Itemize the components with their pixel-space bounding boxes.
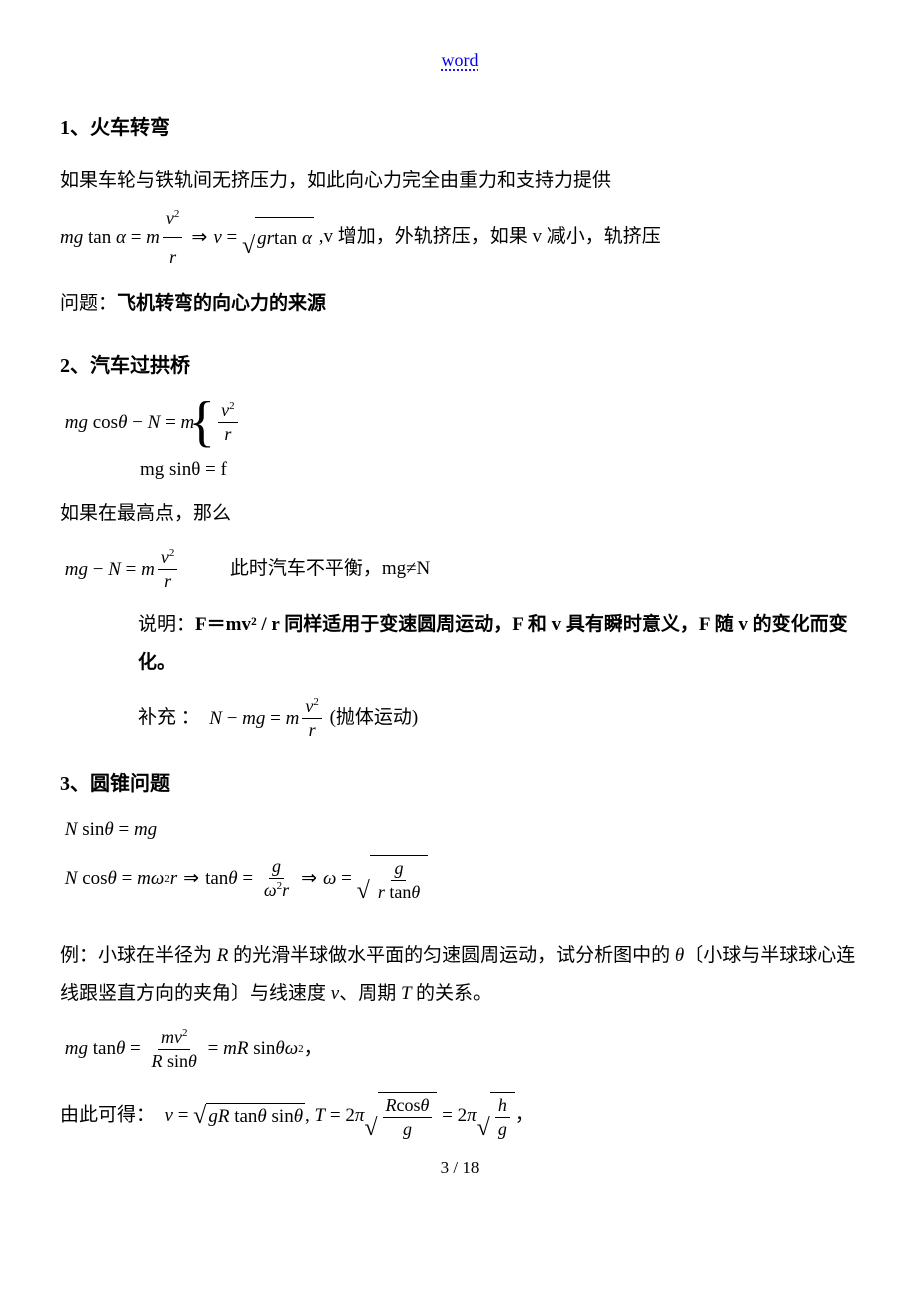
s2-unbalanced: 此时汽车不平衡，mg≠N [230,558,430,579]
section1-paragraph: 如果车轮与铁轨间无挤压力，如此向心力完全由重力和支持力提供 mg tan α =… [60,162,860,275]
s3-example: 例：小球在半径为 R 的光滑半球做水平面的匀速圆周运动，试分析图中的 θ〔小球与… [60,937,860,1013]
s1-formula-main: mg tan α = m v2r ⇒ v = √grtan α [60,200,314,275]
section1-question: 问题：飞机转弯的向心力的来源 [60,285,860,323]
s2-eq-top: mg − N = m v2r 此时汽车不平衡，mg≠N [60,547,860,592]
left-brace-icon: { [188,400,215,445]
s3-eq2: N cosθ = mω2r ⇒ tanθ = gω2r ⇒ ω = √gr ta… [60,855,860,903]
s3-eq1: N sinθ = mg [60,818,860,841]
s1-post: ,v 增加，外轨挤压，如果 v 减小，轨挤压 [319,226,661,247]
page-footer: 3 / 18 [60,1158,860,1178]
s2-supplement: 补充 ： N − mg = m v2r (抛体运动) [60,696,860,741]
s3-eq3: mg tanθ = mv2R sinθ = mR sinθω2 ， [60,1027,860,1072]
header-link[interactable]: word [60,50,860,71]
supp-paren: (抛体运动) [330,707,419,728]
q-label: 问题： [60,293,117,314]
s2-eq-friction: mg sinθ = f [60,459,860,481]
supp-label: 补充 ： [138,707,200,728]
section3-title: 3、圆锥问题 [60,767,860,796]
s1-pre: 如果车轮与铁轨间无挤压力，如此向心力完全由重力和支持力提供 [60,170,611,191]
section2-title: 2、汽车过拱桥 [60,349,860,378]
explain-text: F＝mv² / r 同样适用于变速圆周运动，F 和 v 具有瞬时意义，F 随 v… [138,614,848,673]
s2-explain: 说明：F＝mv² / r 同样适用于变速圆周运动，F 和 v 具有瞬时意义，F … [60,606,860,682]
s3-conclusion: 由此可得： v = √gR tanθ sinθ , T = 2π √Rcosθg… [60,1092,860,1140]
s2-at-top: 如果在最高点，那么 [60,495,860,533]
q-text: 飞机转弯的向心力的来源 [117,293,326,314]
s2-eq-brace: mg cosθ − N = m { v2r [60,400,860,445]
explain-label: 说明： [138,614,195,635]
ex-label: 例： [60,945,98,966]
conclude-label: 由此可得： [60,1104,155,1125]
section1-title: 1、火车转弯 [60,111,860,140]
